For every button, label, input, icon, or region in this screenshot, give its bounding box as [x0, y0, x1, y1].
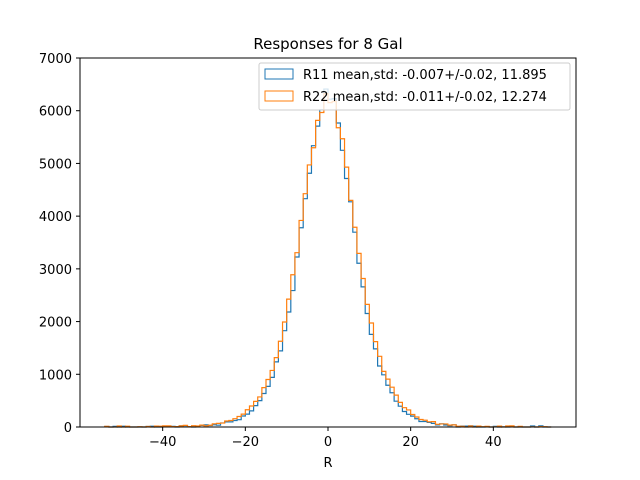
x-axis: −40 −20 0 20 40	[149, 427, 502, 450]
legend-label-r11: R11 mean,std: -0.007+/-0.02, 11.895	[303, 68, 547, 83]
x-tick-label: −20	[232, 435, 259, 450]
x-tick-label: 40	[485, 435, 502, 450]
legend-swatch-r11	[264, 68, 294, 80]
legend: R11 mean,std: -0.007+/-0.02, 11.895 R22 …	[258, 62, 571, 111]
legend-label-r22: R22 mean,std: -0.011+/-0.02, 12.274	[303, 90, 547, 105]
chart-title: Responses for 8 Gal	[253, 35, 402, 53]
legend-swatch-r22	[264, 90, 294, 102]
y-tick-label: 7000	[39, 52, 72, 67]
y-tick-label: 0	[64, 421, 72, 436]
y-tick-label: 3000	[39, 263, 72, 278]
y-tick-label: 5000	[39, 157, 72, 172]
x-tick-label: −40	[149, 435, 176, 450]
y-tick-label: 6000	[39, 105, 72, 120]
legend-frame	[258, 62, 571, 111]
y-axis: 0 1000 2000 3000 4000 5000 6000 7000	[39, 52, 80, 436]
y-tick-label: 4000	[39, 210, 72, 225]
y-tick-label: 1000	[39, 368, 72, 383]
x-axis-label: R	[323, 456, 332, 471]
x-tick-label: 0	[324, 435, 332, 450]
y-tick-label: 2000	[39, 316, 72, 331]
x-tick-label: 20	[402, 435, 419, 450]
